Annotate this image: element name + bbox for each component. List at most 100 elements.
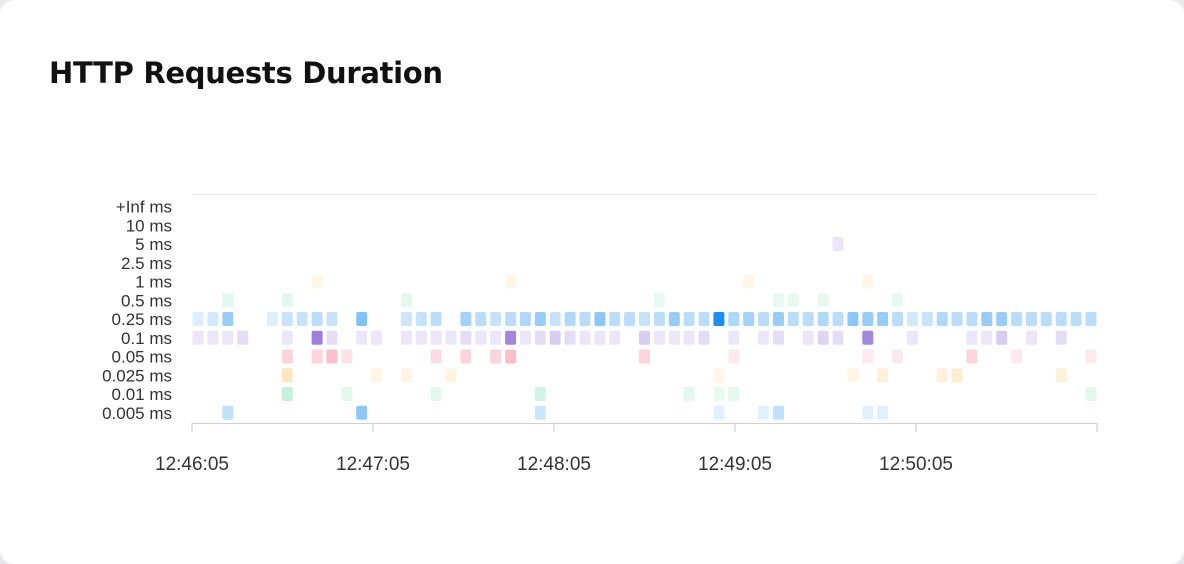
heatmap-cell[interactable] [832, 312, 844, 326]
heatmap-cell[interactable] [594, 330, 606, 345]
heatmap-cell[interactable] [639, 349, 650, 364]
heatmap-cell[interactable] [192, 312, 204, 326]
heatmap-cell[interactable] [430, 349, 442, 364]
heatmap-cell[interactable] [713, 368, 725, 383]
heatmap-cell[interactable] [981, 330, 993, 345]
heatmap-cell[interactable] [966, 349, 978, 364]
heatmap-cell[interactable] [609, 312, 621, 326]
heatmap-cell[interactable] [534, 312, 546, 326]
heatmap-cell[interactable] [311, 349, 323, 364]
heatmap-cell[interactable] [579, 330, 591, 345]
heatmap-cell[interactable] [1085, 387, 1097, 401]
heatmap-cell[interactable] [281, 387, 293, 401]
heatmap-cell[interactable] [817, 312, 829, 326]
heatmap-cell[interactable] [400, 293, 412, 308]
heatmap-cell[interactable] [1070, 312, 1082, 326]
heatmap-cell[interactable] [802, 330, 814, 345]
heatmap-cell[interactable] [400, 312, 412, 326]
heatmap-cell[interactable] [832, 237, 844, 251]
heatmap-cell[interactable] [892, 312, 903, 326]
heatmap-cell[interactable] [773, 330, 784, 345]
heatmap-cell[interactable] [564, 312, 576, 326]
heatmap-cell[interactable] [743, 274, 755, 289]
heatmap-cell[interactable] [713, 312, 725, 326]
heatmap-cell[interactable] [430, 330, 442, 345]
heatmap-cell[interactable] [773, 405, 784, 420]
heatmap-cell[interactable] [728, 349, 740, 364]
heatmap-cell[interactable] [490, 330, 502, 345]
heatmap-cell[interactable] [281, 330, 293, 345]
heatmap-cell[interactable] [1026, 312, 1037, 326]
heatmap-cell[interactable] [817, 293, 829, 308]
heatmap-cell[interactable] [728, 330, 740, 345]
heatmap-cell[interactable] [936, 368, 948, 383]
heatmap-cell[interactable] [1011, 349, 1023, 364]
heatmap-cell[interactable] [281, 368, 293, 383]
heatmap-cell[interactable] [698, 312, 710, 326]
heatmap-cell[interactable] [475, 312, 487, 326]
heatmap-cell[interactable] [892, 293, 903, 308]
heatmap-cell[interactable] [311, 312, 323, 326]
heatmap-cell[interactable] [534, 387, 546, 401]
heatmap-cell[interactable] [996, 330, 1008, 345]
heatmap-cell[interactable] [281, 312, 293, 326]
heatmap-cell[interactable] [311, 330, 323, 345]
heatmap-cell[interactable] [683, 312, 695, 326]
heatmap-cell[interactable] [877, 368, 889, 383]
heatmap-cell[interactable] [534, 330, 546, 345]
heatmap-cell[interactable] [207, 312, 219, 326]
heatmap-cell[interactable] [400, 368, 412, 383]
heatmap-cell[interactable] [415, 330, 427, 345]
heatmap-cell[interactable] [519, 312, 531, 326]
heatmap-cell[interactable] [326, 330, 338, 345]
heatmap-cell[interactable] [981, 312, 993, 326]
heatmap-cell[interactable] [653, 293, 665, 308]
heatmap-cell[interactable] [430, 387, 442, 401]
heatmap-cell[interactable] [951, 368, 963, 383]
heatmap-cell[interactable] [683, 330, 695, 345]
heatmap-cell[interactable] [832, 330, 844, 345]
heatmap-cell[interactable] [668, 330, 680, 345]
heatmap-cell[interactable] [445, 330, 457, 345]
heatmap-cell[interactable] [415, 312, 427, 326]
heatmap-cell[interactable] [966, 330, 978, 345]
heatmap-cell[interactable] [862, 405, 874, 420]
heatmap-cell[interactable] [758, 405, 770, 420]
heatmap-cell[interactable] [936, 312, 948, 326]
heatmap-cell[interactable] [341, 387, 353, 401]
heatmap-cell[interactable] [460, 349, 472, 364]
heatmap-cell[interactable] [266, 312, 278, 326]
heatmap-cell[interactable] [877, 405, 889, 420]
heatmap-cell[interactable] [906, 312, 918, 326]
heatmap-cell[interactable] [460, 330, 472, 345]
heatmap-cell[interactable] [519, 330, 531, 345]
heatmap-cell[interactable] [222, 330, 234, 345]
heatmap-cell[interactable] [713, 405, 725, 420]
heatmap-cell[interactable] [862, 330, 874, 345]
heatmap-cell[interactable] [862, 349, 874, 364]
heatmap-cell[interactable] [847, 368, 859, 383]
heatmap-cell[interactable] [594, 312, 606, 326]
heatmap-cell[interactable] [1055, 368, 1067, 383]
heatmap-cell[interactable] [1011, 312, 1023, 326]
heatmap-cell[interactable] [356, 330, 368, 345]
heatmap-cell[interactable] [713, 387, 725, 401]
heatmap-cell[interactable] [460, 312, 472, 326]
heatmap-cell[interactable] [862, 274, 874, 289]
heatmap-cell[interactable] [534, 405, 546, 420]
heatmap-cell[interactable] [505, 349, 517, 364]
heatmap-cell[interactable] [921, 312, 933, 326]
heatmap-cell[interactable] [490, 312, 502, 326]
heatmap-cell[interactable] [1055, 330, 1067, 345]
heatmap-cell[interactable] [296, 312, 308, 326]
heatmap-cell[interactable] [639, 312, 650, 326]
heatmap-cell[interactable] [1085, 312, 1097, 326]
heatmap-cell[interactable] [579, 312, 591, 326]
heatmap-cell[interactable] [683, 387, 695, 401]
heatmap-cell[interactable] [1040, 312, 1052, 326]
heatmap-cell[interactable] [1085, 349, 1097, 364]
heatmap-cell[interactable] [966, 312, 978, 326]
heatmap-cell[interactable] [549, 312, 561, 326]
heatmap-cell[interactable] [505, 274, 517, 289]
heatmap-cell[interactable] [773, 312, 784, 326]
